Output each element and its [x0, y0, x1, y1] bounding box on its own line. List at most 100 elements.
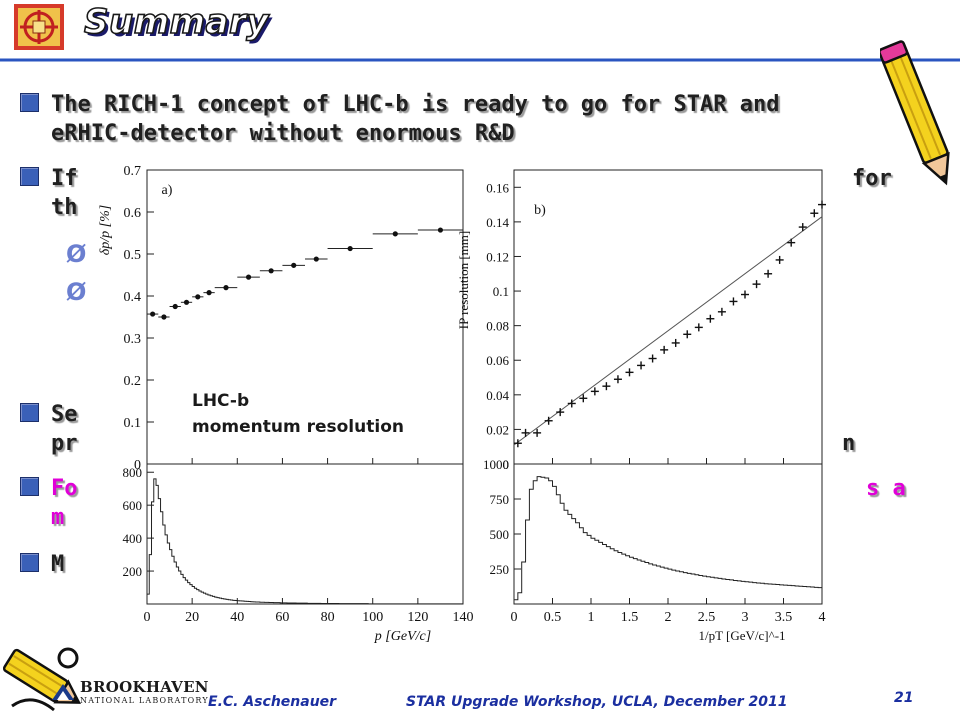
pencil-icon	[2, 647, 81, 712]
x-tick-label-c: 20	[185, 610, 199, 625]
annotation-line-1: LHC-b	[192, 391, 249, 411]
y-tick-label-b: 0.08	[486, 319, 509, 334]
x-tick-label-c: 120	[407, 610, 428, 625]
data-point-a	[245, 274, 252, 280]
y-tick-label-a: 0.7	[124, 164, 142, 179]
data-point-a	[172, 303, 178, 310]
y-axis-label-b: IP resolution [mm]	[456, 231, 471, 329]
y-tick-label-d: 750	[490, 492, 510, 507]
data-point-a	[268, 268, 274, 274]
bullet-box-icon	[20, 403, 39, 422]
y-tick-label-c: 400	[123, 531, 143, 546]
data-point-a	[161, 314, 167, 320]
data-point-a	[291, 262, 297, 268]
bullet-4-line-1: Fo	[51, 476, 78, 501]
y-axis-label-a: δp/p [%]	[98, 205, 113, 255]
bnl-logo: BROOKHAVEN NATIONAL LABORATORY	[52, 678, 209, 705]
bullet-1-line-2: eRHIC-detector without enormous R&D	[51, 121, 515, 146]
y-tick-label-b: 0.1	[493, 284, 509, 299]
x-tick-label-d: 4	[819, 610, 826, 625]
title-underline	[0, 58, 960, 62]
page-number: 21	[894, 690, 914, 706]
x-tick-label-c: 0	[144, 610, 151, 625]
bullet-3-line-1: Se	[51, 402, 78, 427]
x-tick-label-c: 100	[362, 610, 383, 625]
y-tick-label-c: 800	[123, 465, 143, 480]
bullet-4-right: s a	[866, 476, 906, 501]
bnl-logo-icon	[52, 684, 74, 700]
y-tick-label-b: 0.04	[486, 388, 509, 403]
data-point-a	[195, 294, 201, 300]
slide-title: Summary	[83, 1, 269, 43]
x-tick-label-d: 2.5	[698, 610, 716, 625]
bullet-2-line-1: If	[51, 166, 78, 191]
y-tick-label-a: 0.2	[124, 374, 142, 389]
y-tick-label-b: 0.06	[486, 353, 509, 368]
y-tick-label-a: 0	[134, 458, 141, 473]
bullet-1-line-1: The RICH-1 concept of LHC-b is ready to …	[51, 92, 780, 117]
sub-marker-1: Ø	[66, 240, 87, 268]
y-tick-label-c: 200	[123, 564, 143, 579]
footer-event: STAR Upgrade Workshop, UCLA, December 20…	[406, 694, 788, 710]
figure-background-right	[454, 160, 838, 660]
bullet-box-icon	[20, 477, 39, 496]
x-tick-label-d: 0	[511, 610, 518, 625]
lab-logo-icon	[14, 4, 64, 50]
bullet-3-line-2: pr	[51, 431, 78, 456]
data-point-a	[437, 227, 444, 233]
x-axis-label-c: p [GeV/c]	[374, 629, 431, 644]
pencil-icon	[880, 40, 950, 186]
data-point-a	[392, 231, 398, 237]
panel-label-a: a)	[162, 183, 173, 198]
data-point-a	[206, 290, 212, 296]
bullet-1: The RICH-1 concept of LHC-b is ready to …	[20, 90, 779, 148]
y-tick-label-a: 0.3	[124, 332, 142, 347]
x-tick-label-c: 140	[453, 610, 474, 625]
panel-label-b: b)	[534, 203, 546, 218]
y-tick-label-c: 600	[123, 498, 143, 513]
x-axis-label-d: 1/pT [GeV/c]^-1	[698, 628, 785, 643]
bullet-4-line-2: m	[51, 505, 65, 530]
y-tick-label-d: 250	[490, 562, 510, 577]
annotation-line-2: momentum resolution	[192, 417, 404, 437]
bullet-3-right: n	[842, 431, 856, 456]
x-tick-label-d: 0.5	[544, 610, 562, 625]
x-tick-label-c: 60	[275, 610, 289, 625]
y-tick-label-d: 500	[490, 527, 510, 542]
bullet-5: M	[20, 550, 64, 579]
x-tick-label-c: 80	[321, 610, 335, 625]
x-tick-label-d: 3.5	[775, 610, 793, 625]
histogram-d	[513, 476, 822, 604]
bullet-3: Se pr	[20, 400, 78, 458]
fit-line-b	[513, 216, 823, 446]
x-tick-label-d: 1.5	[621, 610, 639, 625]
bullet-2: If th	[20, 164, 78, 222]
data-point-a	[223, 285, 229, 291]
y-tick-label-b: 0.02	[486, 422, 509, 437]
panel-frame-3	[146, 463, 464, 605]
y-tick-label-a: 0.5	[124, 248, 142, 263]
bullet-5-line-1: M	[51, 552, 65, 577]
footer-author: E.C. Aschenauer	[208, 694, 337, 710]
y-tick-label-b: 0.12	[486, 249, 509, 264]
bnl-subname: NATIONAL LABORATORY	[80, 696, 209, 705]
y-tick-label-a: 0.1	[124, 416, 142, 431]
y-tick-label-b: 0.14	[486, 215, 509, 230]
bullet-box-icon	[20, 167, 39, 186]
bullet-box-icon	[20, 93, 39, 112]
bullet-2-right: for	[852, 166, 892, 191]
bullet-box-icon	[20, 553, 39, 572]
y-tick-label-d: 1000	[483, 457, 509, 472]
data-point-a	[183, 299, 190, 305]
x-tick-label-d: 2	[665, 610, 672, 625]
x-tick-label-d: 3	[742, 610, 749, 625]
data-point-a	[313, 256, 319, 262]
data-point-a	[150, 311, 156, 317]
y-tick-label-a: 0.6	[124, 206, 142, 221]
x-tick-label-d: 1	[588, 610, 595, 625]
x-tick-label-c: 40	[230, 610, 244, 625]
bullet-2-line-2: th	[51, 195, 78, 220]
y-tick-label-b: 0.16	[486, 180, 509, 195]
